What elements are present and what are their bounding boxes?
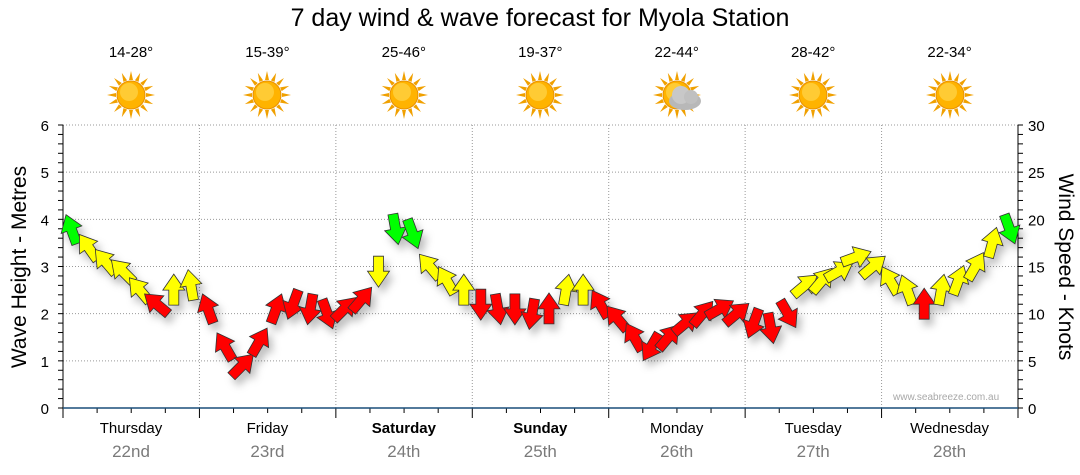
wind-arrow xyxy=(486,292,510,326)
right-tick-label: 25 xyxy=(1028,165,1045,182)
wind-arrow xyxy=(839,246,872,269)
day-label: Thursday xyxy=(99,420,163,437)
wind-arrow xyxy=(197,293,220,326)
date-label: 26th xyxy=(660,442,694,461)
left-tick-label: 1 xyxy=(41,354,49,371)
left-axis-label: Wave Height - Metres xyxy=(8,165,31,369)
right-tick-label: 10 xyxy=(1028,307,1045,324)
wind-arrow xyxy=(520,297,544,331)
date-label: 27th xyxy=(796,442,830,461)
day-temp-range: 19-37° xyxy=(518,44,563,61)
right-axis-label: Wind Speed - Knots xyxy=(1054,173,1077,361)
day-temp-range: 25-46° xyxy=(381,44,427,61)
wind-arrow xyxy=(641,330,664,362)
date-label: 22nd xyxy=(112,442,150,461)
wind-arrow xyxy=(759,311,783,345)
wind-arrow xyxy=(144,293,173,319)
wind-arrow xyxy=(742,306,765,339)
day-label: Saturday xyxy=(371,420,436,437)
day-temp-range: 28-42° xyxy=(790,44,836,61)
chart-title: 7 day wind & wave forecast for Myola Sta… xyxy=(290,4,790,32)
right-tick-label: 0 xyxy=(1028,401,1036,418)
sun-icon xyxy=(882,70,1018,125)
wind-arrow xyxy=(179,268,203,302)
day-label: Wednesday xyxy=(910,420,990,437)
sun-icon xyxy=(199,70,335,125)
day-label: Friday xyxy=(246,420,289,437)
date-label: 25th xyxy=(523,442,557,461)
left-tick-label: 4 xyxy=(41,212,49,229)
sun-icon xyxy=(63,70,199,125)
left-tick-label: 5 xyxy=(41,165,49,182)
wind-arrow xyxy=(822,261,854,284)
left-tick-label: 6 xyxy=(41,118,49,135)
wind-arrow xyxy=(383,212,408,246)
left-tick-label: 3 xyxy=(41,260,49,277)
wind-arrow xyxy=(401,217,424,250)
wind-arrow xyxy=(537,292,561,325)
wind-arrow xyxy=(227,353,254,381)
day-temp-range: 22-34° xyxy=(927,44,972,61)
wind-arrow xyxy=(571,273,595,306)
right-tick-label: 15 xyxy=(1028,260,1045,277)
wind-arrow xyxy=(703,298,735,322)
wind-arrow xyxy=(980,226,1004,260)
right-tick-label: 20 xyxy=(1028,212,1045,229)
right-tick-label: 30 xyxy=(1028,118,1045,135)
credit-text: www.seabreeze.com.au xyxy=(893,392,1000,403)
sun-icon xyxy=(472,70,608,125)
wind-arrow xyxy=(503,293,527,326)
day-label: Tuesday xyxy=(784,420,842,437)
wind-arrow xyxy=(347,286,373,315)
left-tick-label: 2 xyxy=(41,307,49,324)
date-label: 24th xyxy=(387,442,421,461)
date-label: 28th xyxy=(933,442,967,461)
wind-arrow xyxy=(857,255,886,281)
wind-arrow xyxy=(316,297,339,330)
wind-arrow xyxy=(998,212,1021,245)
wind-arrow xyxy=(721,302,750,328)
wind-arrows xyxy=(60,212,1021,381)
date-label: 23rd xyxy=(250,442,285,461)
wind-arrow xyxy=(929,273,953,307)
wind-arrow xyxy=(246,327,270,359)
wind-arrow xyxy=(963,252,986,283)
wind-arrow xyxy=(215,332,238,363)
wind-arrow xyxy=(366,255,391,288)
day-temp-range: 14-28° xyxy=(108,44,154,61)
wind-arrow xyxy=(162,273,186,306)
sun-icon xyxy=(745,70,881,125)
day-label: Monday xyxy=(650,420,704,437)
day-temp-range: 15-39° xyxy=(245,44,290,61)
right-tick-label: 5 xyxy=(1028,354,1036,371)
left-tick-label: 0 xyxy=(41,401,49,418)
sun-icon xyxy=(336,70,472,125)
wind-arrow xyxy=(469,288,493,321)
wind-arrow xyxy=(775,297,798,329)
partly-cloudy-icon xyxy=(609,70,745,125)
wind-arrow xyxy=(282,287,305,320)
wind-arrow xyxy=(298,292,322,326)
wind-arrow xyxy=(554,273,578,307)
day-temp-range: 22-44° xyxy=(654,44,699,61)
wind-arrow xyxy=(912,287,936,320)
day-label: Sunday xyxy=(513,420,568,437)
wind-arrow xyxy=(452,273,476,306)
